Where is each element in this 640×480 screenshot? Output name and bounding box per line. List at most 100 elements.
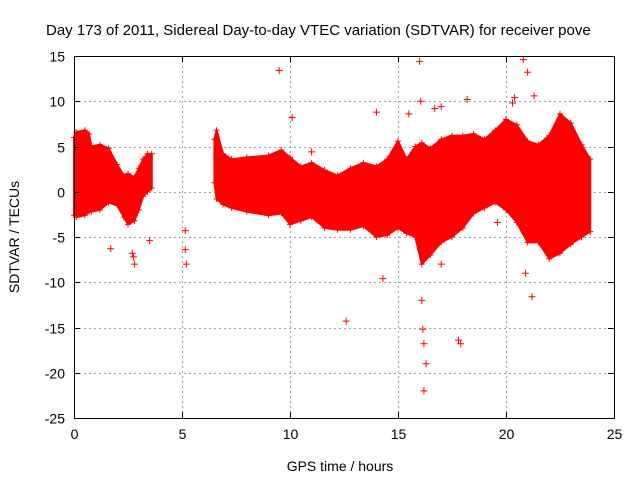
data-point (265, 152, 272, 159)
data-point (131, 174, 138, 181)
data-point (347, 226, 354, 233)
data-point (403, 156, 410, 163)
data-point (513, 121, 520, 128)
outlier-point (372, 108, 380, 116)
outlier-point (308, 148, 316, 156)
data-point (308, 159, 315, 166)
chart-title: Day 173 of 2011, Sidereal Day-to-day VTE… (46, 22, 591, 39)
outlier-point (454, 336, 462, 344)
data-point (449, 234, 455, 240)
data-point (459, 132, 466, 139)
data-point (243, 208, 250, 215)
data-point (105, 145, 112, 152)
data-point (321, 167, 328, 174)
data-point (86, 130, 93, 137)
data-point (535, 141, 542, 148)
outlier-point (275, 66, 283, 74)
plot-area (71, 56, 594, 395)
data-point (557, 250, 563, 257)
axis-ticks: 0 5 10 15 20 25 -25 -20 -15 -10 -5 0 5 10 15 (45, 49, 623, 443)
data-point (492, 127, 499, 134)
data-point (88, 208, 95, 215)
data-point (148, 185, 155, 192)
data-point (114, 161, 121, 168)
data-point (211, 136, 218, 143)
data-point (403, 230, 410, 237)
data-point (427, 252, 434, 259)
data-point (321, 224, 328, 231)
y-tick-label: -20 (45, 366, 65, 382)
data-point (373, 163, 380, 170)
data-point (384, 232, 391, 239)
outlier-point (288, 114, 296, 122)
outlier-point (437, 260, 445, 268)
data-point (578, 234, 585, 240)
data-point (243, 154, 250, 161)
data-point (278, 210, 285, 217)
data-point (503, 116, 509, 123)
outlier-point (405, 110, 413, 118)
data-point (287, 221, 293, 228)
outlier-point (418, 296, 426, 304)
outlier-point (493, 219, 501, 227)
x-tick-label: 5 (179, 426, 187, 442)
data-point (567, 241, 574, 248)
outlier-point (379, 275, 387, 283)
data-point (297, 163, 304, 170)
data-point (211, 179, 218, 186)
outlier-point (463, 95, 471, 103)
data-point (546, 255, 553, 262)
data-point (148, 150, 155, 157)
data-point (535, 239, 542, 246)
x-tick-label: 25 (607, 426, 623, 442)
data-point (427, 145, 434, 152)
outlier-point (521, 269, 529, 277)
data-point (347, 165, 354, 172)
data-point (96, 206, 103, 213)
outlier-point (508, 99, 516, 107)
data-point (88, 143, 95, 150)
outlier-point (419, 325, 427, 333)
data-point (470, 130, 477, 137)
data-point (360, 223, 367, 230)
outlier-point (457, 340, 465, 348)
outlier-point (107, 245, 115, 253)
data-point (220, 201, 227, 208)
y-tick-label: 5 (57, 140, 65, 156)
data-point (81, 127, 88, 134)
data-point (578, 141, 585, 148)
outlier-point (181, 246, 189, 254)
y-tick-label: -25 (45, 411, 65, 427)
data-point (308, 214, 315, 221)
data-point (492, 199, 499, 206)
plot-frame (74, 56, 615, 419)
data-point (125, 221, 131, 228)
data-point (125, 170, 131, 177)
data-point (557, 110, 563, 117)
outlier-point (524, 68, 532, 76)
data-point (220, 150, 227, 157)
outlier-point (519, 56, 527, 64)
data-point (503, 206, 509, 213)
data-point (105, 199, 112, 206)
data-point (140, 156, 147, 163)
outlier-point (130, 260, 138, 268)
outlier-point (511, 94, 519, 102)
data-point (334, 172, 341, 179)
data-point (459, 224, 466, 231)
y-tick-label: -5 (53, 230, 66, 246)
y-tick-label: 0 (57, 185, 65, 201)
data-point (418, 261, 425, 268)
data-point (228, 205, 235, 212)
outlier-point (420, 340, 428, 348)
data-point (287, 154, 293, 161)
data-point (438, 136, 445, 143)
data-point (449, 132, 455, 139)
outlier-point (182, 260, 190, 268)
data-point (360, 159, 367, 166)
data-point (481, 205, 488, 212)
data-point (513, 219, 520, 226)
x-tick-label: 20 (499, 426, 515, 442)
outlier-point (528, 293, 536, 301)
x-tick-label: 0 (71, 426, 79, 442)
